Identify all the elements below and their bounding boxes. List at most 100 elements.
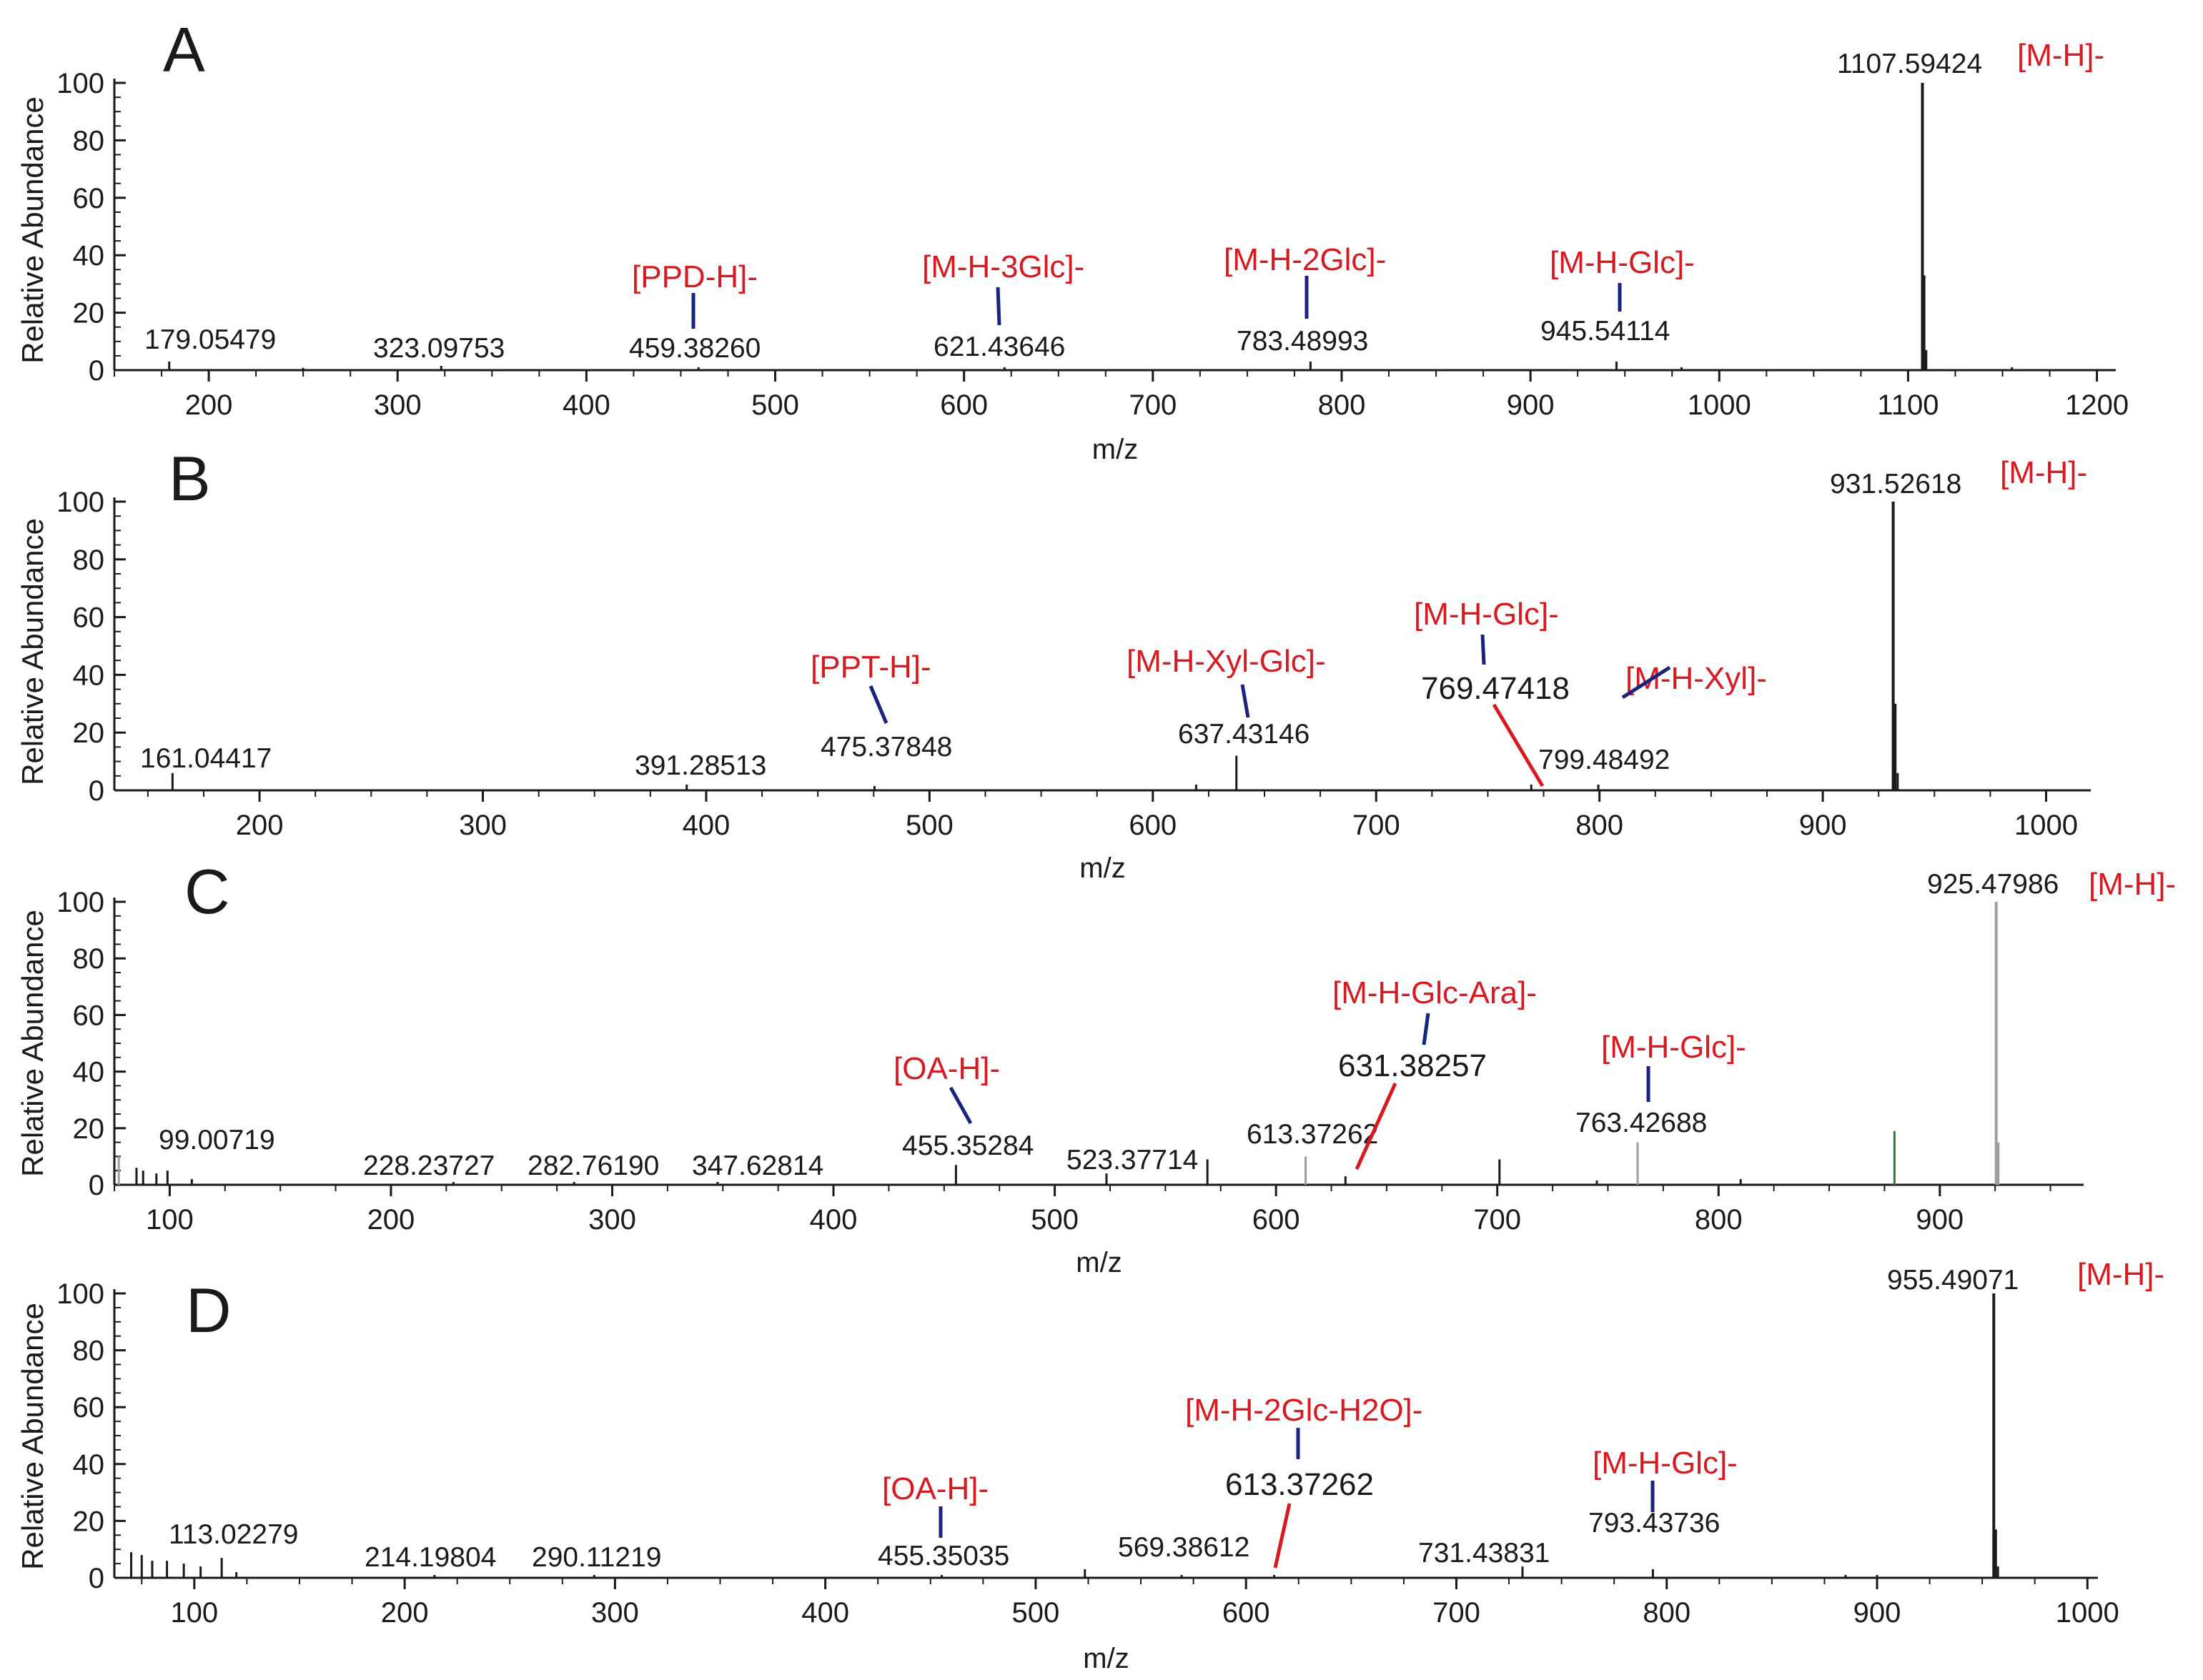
peak-label: 631.38257 (1338, 1048, 1487, 1083)
peak-label: 282.76190 (528, 1150, 659, 1181)
x-tick-label: 400 (810, 1204, 858, 1236)
x-tick-label: 700 (1129, 389, 1177, 421)
x-axis-label: m/z (1076, 1247, 1122, 1278)
annotation-label: [M-H]- (2017, 38, 2104, 73)
y-tick-label: 0 (89, 1170, 104, 1201)
x-axis-label: m/z (1083, 1643, 1129, 1674)
panel-letter: C (184, 856, 230, 927)
x-tick-label: 500 (906, 810, 954, 841)
y-axis-label: Relative Abundance (16, 96, 49, 364)
x-tick-label: 500 (1031, 1204, 1079, 1236)
y-tick-label: 0 (89, 775, 104, 807)
annotation-label: [M-H-Glc]- (1593, 1446, 1738, 1481)
peak-label: 179.05479 (144, 324, 276, 355)
x-tick-label: 500 (751, 389, 799, 421)
annotation-label: [PPD-H]- (632, 259, 758, 294)
x-axis-label: m/z (1079, 853, 1125, 884)
y-tick-label: 100 (56, 487, 104, 518)
x-tick-label: 100 (146, 1204, 194, 1236)
annotation-label: [OA-H]- (893, 1051, 1000, 1086)
x-tick-label: 600 (1222, 1597, 1270, 1629)
annotation-label: [M-H]- (2089, 867, 2176, 902)
annotation-label: [M-H-3Glc]- (922, 249, 1084, 284)
annotation-bracket (1422, 1013, 1430, 1045)
y-tick-label: 40 (73, 660, 105, 691)
y-tick-label: 80 (73, 943, 105, 975)
y-tick-label: 80 (73, 125, 105, 156)
y-tick-label: 20 (73, 298, 105, 329)
x-tick-label: 400 (563, 389, 610, 421)
annotation-label: [M-H-Glc]- (1414, 597, 1559, 632)
peak-label: 569.38612 (1118, 1532, 1249, 1563)
x-tick-label: 700 (1432, 1597, 1480, 1629)
y-axis-label: Relative Abundance (16, 910, 49, 1177)
panel-d: D Relative Abundance m/z 113.02279 214.1… (16, 1257, 2164, 1674)
peak-label: 925.47986 (1927, 869, 2059, 900)
x-tick-label: 600 (940, 389, 988, 421)
x-tick-label: 700 (1473, 1204, 1521, 1236)
peak-label: 161.04417 (140, 743, 272, 774)
x-tick-label: 200 (381, 1597, 429, 1629)
peak-label: 955.49071 (1887, 1265, 2019, 1296)
peak-label: 769.47418 (1421, 671, 1570, 706)
peak-label: 455.35284 (902, 1130, 1034, 1161)
peak-label: 1107.59424 (1837, 49, 1982, 79)
y-tick-label: 40 (73, 1057, 105, 1088)
x-tick-label: 1200 (2065, 389, 2129, 421)
y-tick-label: 100 (56, 887, 104, 918)
x-tick-label: 300 (588, 1204, 636, 1236)
peak-label: 99.00719 (159, 1125, 275, 1155)
panel-a: A Relative Abundance m/z 179.05479 323.0… (16, 14, 2129, 465)
annotation-label: [M-H-Xyl]- (1625, 661, 1767, 696)
x-tick-label: 300 (459, 810, 507, 841)
peak-label: 475.37848 (821, 732, 952, 762)
x-tick-label: 200 (367, 1204, 415, 1236)
peak-label: 731.43831 (1418, 1538, 1550, 1569)
x-tick-label: 800 (1695, 1204, 1743, 1236)
y-tick-label: 60 (73, 602, 105, 634)
x-tick-label: 200 (185, 389, 233, 421)
x-tick-label: 1100 (1877, 389, 1939, 421)
peak-label: 323.09753 (373, 333, 505, 364)
x-tick-label: 800 (1643, 1597, 1690, 1629)
annotation-label: [M-H-2Glc-H2O]- (1185, 1393, 1422, 1428)
y-tick-label: 60 (73, 1000, 105, 1031)
annotation-bracket (949, 1086, 973, 1125)
annotation-bracket (996, 287, 1001, 326)
panel-letter: B (169, 443, 211, 514)
peak-label: 347.62814 (692, 1150, 823, 1181)
panel-letter: D (186, 1275, 232, 1346)
peak-label: 945.54114 (1540, 316, 1670, 347)
peak-label: 783.48993 (1237, 326, 1368, 357)
x-tick-label: 300 (374, 389, 422, 421)
y-axis-label: Relative Abundance (16, 1303, 49, 1570)
annotation-label: [M-H]- (2000, 455, 2087, 490)
x-tick-label: 400 (683, 810, 731, 841)
annotation-bracket (1621, 665, 1671, 700)
y-axis-label: Relative Abundance (16, 518, 49, 785)
x-tick-label: 200 (236, 810, 284, 841)
y-tick-label: 0 (89, 355, 104, 387)
x-tick-label: 500 (1012, 1597, 1060, 1629)
x-tick-label: 700 (1352, 810, 1400, 841)
y-tick-label: 100 (56, 1278, 104, 1310)
annotation-label: [OA-H]- (882, 1471, 989, 1506)
y-tick-label: 20 (73, 1113, 105, 1145)
annotation-bracket (1355, 1082, 1397, 1170)
peak-label: 613.37262 (1247, 1119, 1378, 1150)
peak-label: 799.48492 (1538, 745, 1670, 775)
peak-label: 637.43146 (1178, 719, 1310, 750)
annotation-label: [M-H-Glc-Ara]- (1332, 975, 1537, 1010)
y-tick-label: 60 (73, 183, 105, 214)
peak-label: 214.19804 (365, 1542, 496, 1573)
x-tick-label: 1000 (2014, 810, 2078, 841)
annotation-bracket (1492, 703, 1545, 787)
x-tick-label: 600 (1129, 810, 1177, 841)
x-tick-label: 900 (1799, 810, 1847, 841)
annotation-bracket (1240, 684, 1250, 718)
y-tick-label: 0 (89, 1563, 104, 1594)
annotation-label: [M-H-Glc]- (1601, 1030, 1746, 1065)
peak-label: 290.11219 (532, 1542, 661, 1573)
